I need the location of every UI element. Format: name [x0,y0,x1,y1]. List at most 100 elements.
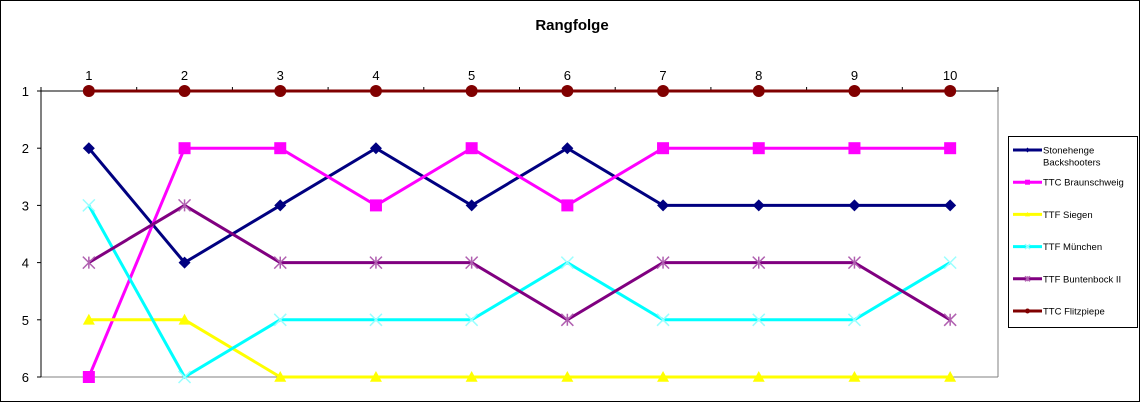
data-point-x [656,313,670,327]
data-point-x [369,313,383,327]
x-tick-label: 6 [564,68,571,83]
data-point-triangle [82,313,95,325]
legend-item: TTC Braunschweig [1013,178,1124,189]
data-point-x [943,256,957,270]
data-point-x [465,313,479,327]
legend-label: TTF München [1043,242,1102,253]
data-point-square [752,142,765,155]
x-tick-label: 4 [372,68,379,83]
x-tick-label: 1 [85,68,92,83]
data-point-triangle [465,371,478,382]
legend-item: TTF München [1013,242,1102,253]
data-point-star [273,256,287,270]
chart-title: Rangfolge [535,17,608,34]
data-point-star [560,313,574,327]
data-point-diamond [369,142,382,155]
data-point-triangle [752,371,765,382]
data-point-star [178,198,192,212]
x-tick-label: 10 [943,68,957,83]
data-point-square [848,142,861,155]
data-point-diamond [82,142,95,155]
data-point-x [82,198,96,212]
data-point-square [944,142,957,155]
data-point-square [274,142,287,155]
data-point-triangle [369,371,382,382]
data-point-circle [944,85,957,97]
legend-label: TTF Siegen [1043,210,1093,221]
data-point-triangle [274,371,287,382]
data-point-circle [274,85,287,97]
series-line [87,146,951,378]
data-point-triangle [657,371,670,382]
legend-item: TTC Flitzpiepe [1013,307,1105,318]
x-tick-label: 5 [468,68,475,83]
data-point-square [369,199,382,212]
legend-item: TTF Buntenbock II [1013,274,1121,285]
data-point-circle [178,85,191,97]
x-tick-label: 7 [659,68,666,83]
legend-label: Backshooters [1043,158,1101,169]
data-point-x [560,256,574,270]
data-point-star [1024,275,1031,282]
data-point-x [273,313,287,327]
data-point-star [752,256,766,270]
data-point-diamond [561,142,574,155]
x-tick-label: 2 [181,68,188,83]
y-tick-label: 2 [22,141,29,156]
data-point-triangle [944,371,957,382]
data-point-triangle [178,313,191,325]
data-point-x [752,313,766,327]
data-point-square [1025,179,1030,185]
data-point-diamond [657,199,670,212]
y-tick-label: 1 [22,84,29,99]
data-point-square [82,371,95,383]
data-point-star [656,256,670,270]
data-point-x [847,313,861,327]
data-point-diamond [274,199,287,212]
data-point-circle [1025,308,1030,314]
data-point-star [82,256,96,270]
legend-label: TTC Flitzpiepe [1043,307,1105,318]
data-point-diamond [848,199,861,212]
data-point-star [847,256,861,270]
x-tick-label: 9 [851,68,858,83]
data-point-diamond [465,199,478,212]
series-ttc-flitzpiepe [82,85,957,97]
data-point-star [943,313,957,327]
series-ttf-buntenbock-ii [82,198,957,327]
data-point-triangle [848,371,861,382]
x-tick-label: 3 [277,68,284,83]
data-point-circle [561,85,574,97]
data-point-square [657,142,670,155]
data-point-circle [752,85,765,97]
data-point-star [369,256,383,270]
data-point-square [561,199,574,212]
y-tick-label: 5 [22,313,29,328]
legend-label: Stonehenge [1043,146,1094,157]
series-ttc-braunschweig [82,142,957,383]
y-tick-label: 6 [22,370,29,385]
data-point-x [1024,243,1031,250]
data-point-diamond [752,199,765,212]
data-point-circle [82,85,95,97]
data-point-star [465,256,479,270]
data-point-diamond [944,199,957,212]
data-point-circle [369,85,382,97]
data-point-diamond [178,256,191,269]
legend-box [1008,136,1138,328]
y-tick-label: 3 [22,198,29,213]
data-point-triangle [561,371,574,382]
data-point-diamond [1025,147,1030,153]
data-point-square [178,142,191,155]
data-point-circle [657,85,670,97]
x-tick-label: 8 [755,68,762,83]
y-tick-label: 4 [22,256,29,271]
data-point-circle [848,85,861,97]
series-line [88,203,951,322]
legend-item: TTF Siegen [1013,210,1093,221]
data-point-square [465,142,478,155]
data-point-x [178,370,192,384]
data-point-triangle [1025,211,1030,217]
